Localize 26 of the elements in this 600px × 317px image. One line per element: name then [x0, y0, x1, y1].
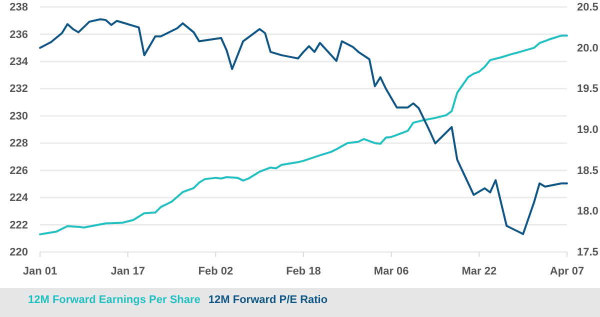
- x-tick-label: Apr 07: [550, 265, 584, 278]
- y-tick-label: 234: [10, 56, 29, 68]
- text: 12M Forward Earnings Per Share: [28, 294, 200, 306]
- x-tick-label: Mar 06: [374, 265, 409, 278]
- y-tick-label: 230: [10, 110, 28, 122]
- y2-tick-label: 17.5: [577, 246, 598, 259]
- x-tick-label: Feb 02: [198, 265, 234, 278]
- y-tick-label: 228: [10, 138, 28, 150]
- y-tick-label: 238: [10, 2, 28, 14]
- y2-tick-label: 18.0: [577, 206, 598, 218]
- x-tick-label: Jan 17: [110, 265, 145, 278]
- y2-tick-label: 18.5: [577, 164, 598, 177]
- x-tick-label: Jan 01: [22, 265, 58, 278]
- y2-tick-label: 19.5: [577, 83, 598, 96]
- y-tick-label: 226: [10, 164, 28, 177]
- y-tick-label: 224: [10, 192, 29, 204]
- y-tick-label: 220: [10, 246, 28, 259]
- x-tick-label: Feb 18: [286, 265, 321, 278]
- y2-tick-label: 19.0: [577, 124, 598, 136]
- x-tick-label: Mar 22: [462, 265, 497, 278]
- y2-tick-label: 20.0: [577, 42, 598, 54]
- text: 12M Forward P/E Ratio: [208, 294, 328, 306]
- y-tick-label: 232: [10, 83, 28, 96]
- y2-tick-label: 20.5: [577, 2, 598, 14]
- y-tick-label: 222: [10, 219, 28, 232]
- y-tick-label: 236: [10, 28, 28, 41]
